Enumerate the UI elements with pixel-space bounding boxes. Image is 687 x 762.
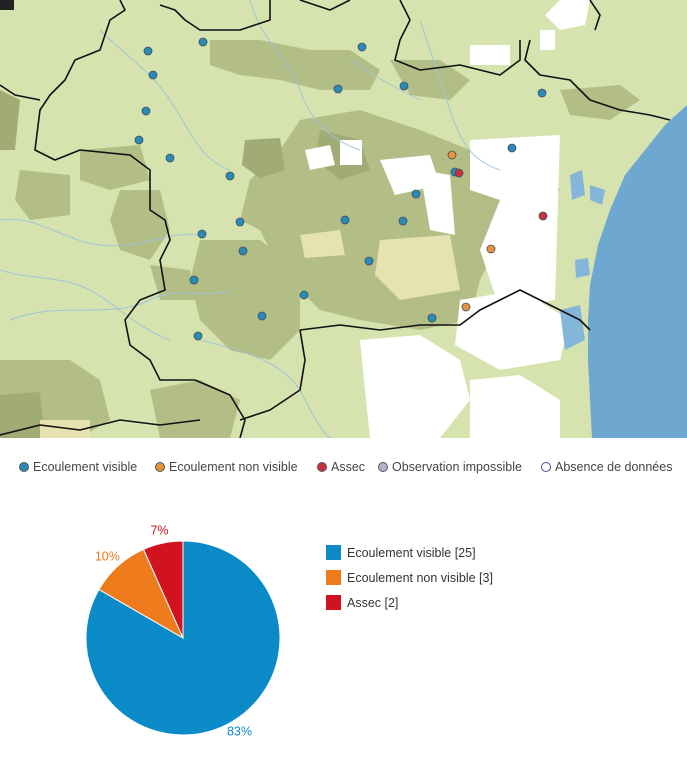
station-marker-visible[interactable]	[364, 256, 374, 266]
map[interactable]	[0, 0, 687, 438]
station-marker-visible[interactable]	[357, 42, 367, 52]
station-marker-visible[interactable]	[225, 171, 235, 181]
station-marker-visible[interactable]	[235, 217, 245, 227]
legend-swatch-red	[326, 595, 341, 610]
pie-legend-label: Assec [2]	[347, 595, 399, 610]
station-marker-visible[interactable]	[333, 84, 343, 94]
station-marker-visible[interactable]	[134, 135, 144, 145]
station-marker-visible[interactable]	[165, 153, 175, 163]
legend-dot-red-icon	[317, 462, 327, 472]
borders-layer	[0, 0, 671, 438]
legend-item-ecoulement-non-visible: Ecoulement non visible	[155, 460, 298, 474]
legend-dot-hollow-icon	[541, 462, 551, 472]
sea	[588, 105, 687, 438]
legend-item-observation-impossible: Observation impossible	[378, 460, 522, 474]
lakes-layer	[560, 170, 605, 350]
pie-legend-label: Ecoulement non visible [3]	[347, 570, 493, 585]
legend-label: Observation impossible	[392, 460, 522, 474]
pie-legend-item[interactable]: Ecoulement visible [25]	[326, 540, 493, 565]
station-marker-visible[interactable]	[398, 216, 408, 226]
pie-slice-3[interactable]	[142, 540, 184, 639]
pie-chart-area: 83% 10% 7%	[0, 500, 687, 757]
legend-swatch-orange	[326, 570, 341, 585]
station-marker-visible[interactable]	[427, 313, 437, 323]
legend-dot-blue-icon	[19, 462, 29, 472]
map-legend: Ecoulement visible Ecoulement non visibl…	[0, 452, 687, 482]
legend-item-ecoulement-visible: Ecoulement visible	[19, 460, 137, 474]
map-control-tab[interactable]	[0, 0, 14, 10]
map-canvas[interactable]	[0, 0, 687, 438]
station-marker-non-visible[interactable]	[447, 150, 457, 160]
station-marker-visible[interactable]	[411, 189, 421, 199]
station-marker-visible[interactable]	[148, 70, 158, 80]
station-marker-non-visible[interactable]	[486, 244, 496, 254]
pie-legend-item[interactable]: Assec [2]	[326, 590, 493, 615]
station-marker-visible[interactable]	[299, 290, 309, 300]
legend-dot-grey-icon	[378, 462, 388, 472]
sand-layer	[40, 230, 460, 438]
nodata-layer	[305, 0, 590, 438]
station-marker-visible[interactable]	[197, 229, 207, 239]
station-marker-visible[interactable]	[537, 88, 547, 98]
legend-item-assec: Assec	[317, 460, 365, 474]
legend-swatch-blue	[326, 545, 341, 560]
legend-label: Absence de données	[555, 460, 673, 474]
station-marker-visible[interactable]	[198, 37, 208, 47]
station-marker-visible[interactable]	[507, 143, 517, 153]
station-marker-non-visible[interactable]	[461, 302, 471, 312]
pie-chart: 83% 10% 7%	[85, 524, 281, 739]
station-marker-visible[interactable]	[189, 275, 199, 285]
pie-data-label: 10%	[95, 549, 120, 563]
station-marker-visible[interactable]	[141, 106, 151, 116]
pie-data-label: 83%	[227, 725, 252, 739]
station-marker-assec[interactable]	[454, 168, 464, 178]
pie-legend: Ecoulement visible [25] Ecoulement non v…	[326, 540, 493, 615]
station-marker-visible[interactable]	[340, 215, 350, 225]
legend-label: Ecoulement non visible	[169, 460, 298, 474]
legend-dot-orange-icon	[155, 462, 165, 472]
station-marker-visible[interactable]	[238, 246, 248, 256]
legend-item-absence-de-donnees: Absence de données	[541, 460, 672, 474]
station-marker-visible[interactable]	[399, 81, 409, 91]
rivers-layer	[0, 0, 501, 438]
station-marker-visible[interactable]	[143, 46, 153, 56]
stations-layer	[134, 37, 548, 341]
legend-label: Ecoulement visible	[33, 460, 138, 474]
pie-data-label: 7%	[150, 524, 168, 538]
station-marker-visible[interactable]	[257, 311, 267, 321]
legend-label: Assec	[331, 460, 366, 474]
pie-legend-item[interactable]: Ecoulement non visible [3]	[326, 565, 493, 590]
station-marker-assec[interactable]	[538, 211, 548, 221]
station-marker-visible[interactable]	[193, 331, 203, 341]
pie-legend-label: Ecoulement visible [25]	[347, 545, 476, 560]
